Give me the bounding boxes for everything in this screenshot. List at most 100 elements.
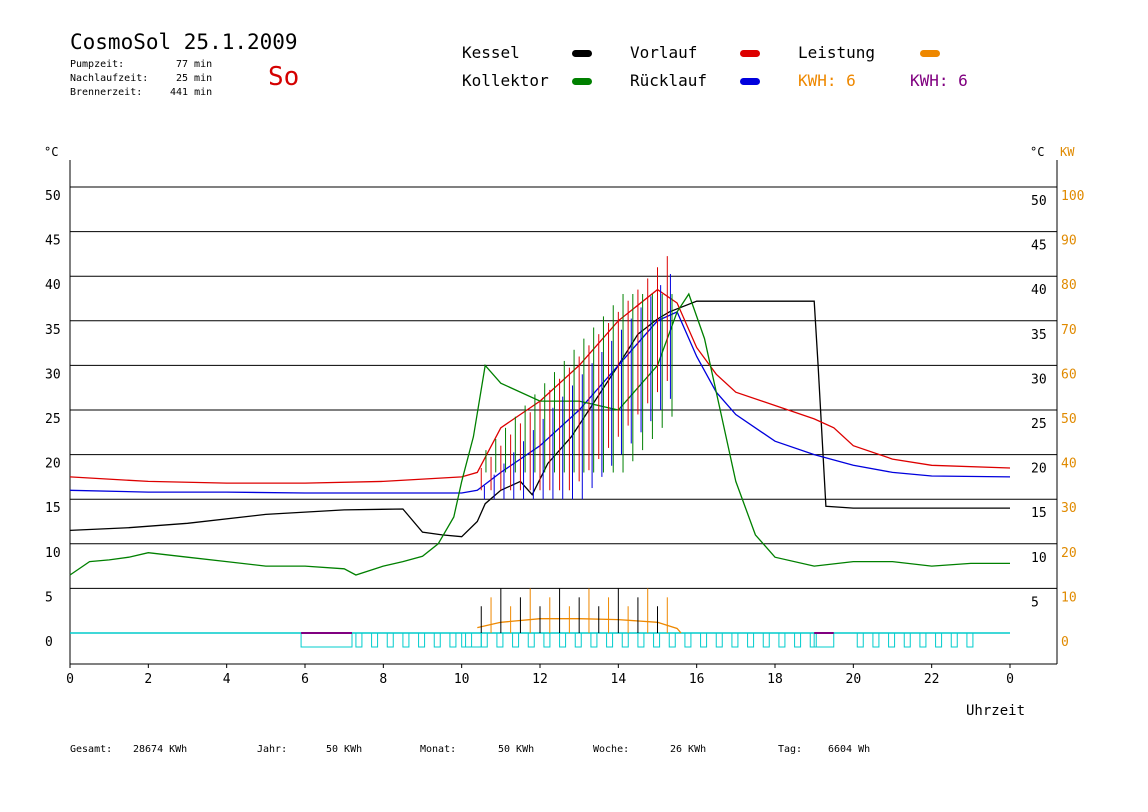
y-tick-label-right: 50 (1031, 194, 1047, 209)
y-axis-label-kw: KW (1060, 145, 1075, 159)
y-tick-label-left: 5 (45, 590, 53, 605)
pump-pulse (794, 632, 802, 648)
y-tick-label-kw: 40 (1061, 457, 1077, 472)
chart-title: CosmoSol 25.1.2009 (70, 30, 298, 54)
brenner-value: 441 min (170, 87, 213, 98)
pump-pulse (512, 632, 520, 648)
pump-pulse (809, 632, 817, 648)
pumpzeit-label: Pumpzeit: (70, 59, 125, 70)
pump-pulse (731, 632, 739, 648)
pump-pulse (637, 632, 645, 648)
legend-kwh-orange: KWH: 6 (798, 71, 856, 90)
y-tick-label-right: 20 (1031, 462, 1047, 477)
pump-pulse (590, 632, 598, 648)
pump-pulse (684, 632, 692, 648)
y-tick-label-right: 45 (1031, 239, 1047, 254)
pump-pulse (402, 632, 410, 648)
pump-pulse (386, 632, 394, 648)
x-tick-label: 10 (454, 672, 470, 687)
pumpzeit-value: 77 min (176, 59, 213, 70)
chart-series (69, 256, 1011, 634)
y-tick-label-kw: 70 (1061, 323, 1077, 338)
y-tick-label-left: 15 (45, 501, 61, 516)
pump-block (813, 632, 835, 648)
legend-ruecklauf-swatch (740, 78, 760, 85)
y-tick-label-kw: 100 (1061, 189, 1084, 204)
pump-pulse (700, 632, 708, 648)
y-tick-label-right: 30 (1031, 372, 1047, 387)
pump-pulse (449, 632, 457, 648)
pump-pulse (856, 632, 864, 648)
y-tick-label-kw: 80 (1061, 278, 1077, 293)
legend-ruecklauf-label: Rücklauf (630, 71, 708, 90)
footer-gesamt-label: Gesamt: (70, 744, 113, 755)
pump-pulse (715, 632, 723, 648)
pump-pulse (559, 632, 567, 648)
series-line-kollektor (69, 292, 1010, 576)
nachlauf-label: Nachlaufzeit: (70, 73, 149, 84)
chart-axes (69, 160, 1058, 665)
legend-kessel-swatch (572, 50, 592, 57)
pump-pulse (527, 632, 535, 648)
pump-pulse (950, 632, 958, 648)
y-tick-label-kw: 60 (1061, 367, 1077, 382)
y-tick-label-right: 10 (1031, 551, 1047, 566)
y-tick-label-left: 25 (45, 412, 61, 427)
y-tick-label-right: 5 (1031, 595, 1039, 610)
footer-monat-value: 50 KWh (498, 744, 535, 755)
x-tick-label: 4 (223, 672, 231, 687)
pump-pulse (465, 632, 473, 648)
pump-pulse (496, 632, 504, 648)
pump-pulse (668, 632, 676, 648)
x-axis-label: Uhrzeit (966, 703, 1025, 719)
y-tick-label-kw: 90 (1061, 234, 1077, 249)
y-tick-label-left: 0 (45, 635, 53, 650)
pump-pulse (888, 632, 896, 648)
legend-kollektor-label: Kollektor (462, 71, 549, 90)
footer-tag-label: Tag: (778, 744, 803, 755)
pump-pulse (653, 632, 661, 648)
y-tick-label-left: 40 (45, 278, 61, 293)
y-tick-label-right: 25 (1031, 417, 1047, 432)
x-tick-label: 8 (379, 672, 387, 687)
pump-pulse (872, 632, 880, 648)
chart-grid (70, 186, 1057, 634)
y-tick-label-kw: 30 (1061, 501, 1077, 516)
pump-pulse (762, 632, 770, 648)
pump-pulse (747, 632, 755, 648)
x-tick-label: 0 (66, 672, 74, 687)
x-tick-label: 2 (144, 672, 152, 687)
y-axis-label-right: °C (1030, 145, 1044, 159)
x-tick-label: 6 (301, 672, 309, 687)
y-axis-label-left: °C (44, 145, 58, 159)
pump-pulse (371, 632, 379, 648)
nachlauf-value: 25 min (176, 73, 213, 84)
legend-leistung-swatch (920, 50, 940, 57)
legend-vorlauf-swatch (740, 50, 760, 57)
x-tick-label: 0 (1006, 672, 1014, 687)
footer-woche-value: 26 KWh (670, 744, 707, 755)
pump-status-strip (70, 632, 1010, 648)
legend-kollektor-swatch (572, 78, 592, 85)
legend-vorlauf-label: Vorlauf (630, 43, 698, 62)
y-tick-label-right: 40 (1031, 283, 1047, 298)
y-tick-label-left: 10 (45, 546, 61, 561)
x-tick-label: 14 (611, 672, 627, 687)
x-tick-label: 22 (924, 672, 940, 687)
y-tick-label-kw: 0 (1061, 635, 1069, 650)
x-tick-label: 12 (532, 672, 548, 687)
y-tick-label-left: 35 (45, 323, 61, 338)
footer-monat-label: Monat: (420, 744, 457, 755)
footer-woche-label: Woche: (593, 744, 630, 755)
legend-leistung-label: Leistung (798, 43, 876, 62)
y-tick-label-left: 45 (45, 234, 61, 249)
footer-gesamt-value: 28674 KWh (133, 744, 188, 755)
pump-pulse (606, 632, 614, 648)
y-tick-label-left: 20 (45, 457, 61, 472)
pump-pulse (966, 632, 974, 648)
y-tick-label-right: 35 (1031, 328, 1047, 343)
pump-pulse (418, 632, 426, 648)
y-tick-label-left: 50 (45, 189, 61, 204)
pump-pulse (621, 632, 629, 648)
